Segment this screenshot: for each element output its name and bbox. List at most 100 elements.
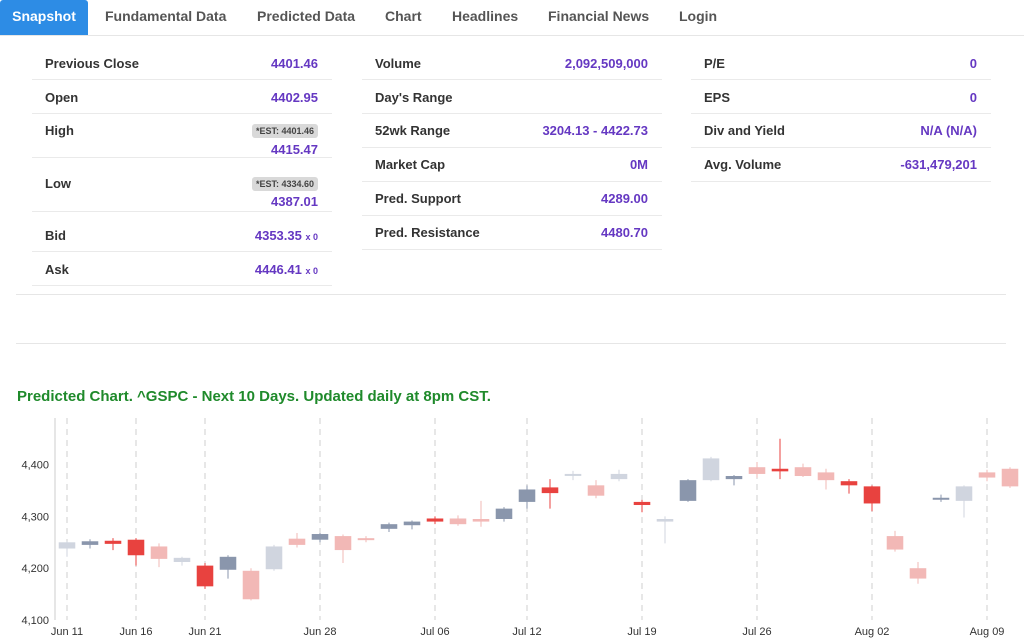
tab-chart[interactable]: Chart <box>385 8 422 24</box>
tab-financial-news[interactable]: Financial News <box>548 8 650 24</box>
candle-body <box>679 480 697 501</box>
open-value: 4402.95 <box>271 90 318 105</box>
row-div-yield: Div and Yield N/A (N/A) <box>691 114 991 148</box>
open-label: Open <box>45 90 79 105</box>
candle-body <box>955 486 973 501</box>
bid-value: 4353.35 x 0 <box>255 228 318 243</box>
low-value: 4387.01 <box>271 194 318 209</box>
candle-body <box>771 468 789 472</box>
candle-body <box>380 524 398 529</box>
market-cap-label: Market Cap <box>375 157 446 172</box>
ask-label: Ask <box>45 262 69 277</box>
candle-body <box>173 557 191 562</box>
pred-resistance-label: Pred. Resistance <box>375 225 480 240</box>
row-volume: Volume 2,092,509,000 <box>362 46 662 80</box>
row-avg-volume: Avg. Volume -631,479,201 <box>691 148 991 182</box>
bid-size: x 0 <box>305 232 318 242</box>
avg-volume-value: -631,479,201 <box>900 157 977 172</box>
eps-value: 0 <box>969 90 977 105</box>
row-52wk-range: 52wk Range 3204.13 - 4422.73 <box>362 114 662 148</box>
row-pred-support: Pred. Support 4289.00 <box>362 182 662 216</box>
high-value: 4415.47 <box>271 142 318 157</box>
pred-resistance-value: 4480.70 <box>601 225 648 240</box>
previous-close-label: Previous Close <box>45 56 139 71</box>
tab-snapshot[interactable]: Snapshot <box>0 0 88 35</box>
candle-body <box>978 472 996 478</box>
candle-body <box>840 481 858 486</box>
candle-body <box>863 486 881 504</box>
candle-body <box>541 487 559 494</box>
candle-body <box>886 536 904 550</box>
row-pe: P/E 0 <box>691 46 991 80</box>
x-tick-label: Jun 28 <box>303 626 336 638</box>
row-pred-resistance: Pred. Resistance 4480.70 <box>362 216 662 250</box>
y-tick-label: 4,100 <box>21 615 49 627</box>
tab-login[interactable]: Login <box>679 8 718 24</box>
pred-support-value: 4289.00 <box>601 191 648 206</box>
row-open: Open 4402.95 <box>32 80 332 114</box>
52wk-range-value: 3204.13 - 4422.73 <box>542 123 648 138</box>
candle-body <box>495 508 513 519</box>
high-label: High <box>45 123 74 138</box>
candle-body <box>633 501 651 506</box>
candle-body <box>127 539 145 556</box>
candle-body <box>610 473 628 480</box>
row-eps: EPS 0 <box>691 80 991 114</box>
y-tick-label: 4,300 <box>21 511 49 523</box>
candle-body <box>748 467 766 474</box>
candle-body <box>518 489 536 502</box>
eps-label: EPS <box>704 90 731 105</box>
candle-body <box>587 485 605 496</box>
candle-body <box>104 540 122 544</box>
candle-body <box>334 536 352 551</box>
row-bid: Bid 4353.35 x 0 <box>32 218 332 252</box>
bid-price: 4353.35 <box>254 228 302 243</box>
candle-body <box>817 472 835 481</box>
y-tick-label: 4,200 <box>21 563 49 575</box>
candle-body <box>403 521 421 526</box>
tab-headlines[interactable]: Headlines <box>452 8 519 24</box>
low-label: Low <box>45 176 71 191</box>
candle-body <box>288 538 306 545</box>
candle-body <box>219 556 237 570</box>
tab-predicted-data[interactable]: Predicted Data <box>257 8 356 24</box>
candlestick-chart: 4,100 4,200 4,300 4,400 Jun 11 Jun 16 Jun 21 Ju… <box>21 418 1019 638</box>
ask-value: 4446.41 x 0 <box>255 262 318 277</box>
candle-body <box>311 534 329 540</box>
candle-body <box>909 568 927 579</box>
x-tick-label: Jul 19 <box>627 626 656 638</box>
pe-value: 0 <box>969 56 977 71</box>
row-days-range: Day's Range <box>362 80 662 114</box>
row-ask: Ask 4446.41 x 0 <box>32 252 332 286</box>
candle-body <box>150 546 168 559</box>
candle-body <box>265 546 283 570</box>
y-tick-label: 4,400 <box>21 460 49 472</box>
divider <box>16 343 1006 344</box>
candle-body <box>656 519 674 522</box>
pe-label: P/E <box>704 56 725 71</box>
candle-body <box>81 541 99 545</box>
ask-price: 4446.41 <box>254 262 302 277</box>
candle-body <box>702 458 720 481</box>
52wk-range-label: 52wk Range <box>375 123 451 138</box>
volume-value: 2,092,509,000 <box>564 56 648 71</box>
days-range-label: Day's Range <box>375 90 453 105</box>
row-low: Low *EST: 4334.60 4387.01 <box>32 166 332 212</box>
volume-label: Volume <box>375 56 421 71</box>
previous-close-value: 4401.46 <box>271 56 318 71</box>
market-cap-value: 0M <box>629 157 648 172</box>
candle-body <box>472 519 490 522</box>
candle-body <box>58 542 76 549</box>
row-high: High *EST: 4401.46 4415.47 <box>32 114 332 158</box>
avg-volume-label: Avg. Volume <box>704 157 782 172</box>
x-tick-label: Jun 16 <box>119 626 152 638</box>
high-est-badge: *EST: 4401.46 <box>251 124 318 138</box>
tab-fundamental-data[interactable]: Fundamental Data <box>105 8 227 24</box>
row-previous-close: Previous Close 4401.46 <box>32 46 332 80</box>
x-tick-label: Jul 12 <box>512 626 541 638</box>
nav-tabs: Snapshot Fundamental Data Predicted Data… <box>0 0 1024 36</box>
candle-body <box>794 467 812 477</box>
div-yield-label: Div and Yield <box>704 123 785 138</box>
candle-body <box>196 565 214 587</box>
low-est-badge: *EST: 4334.60 <box>251 177 318 191</box>
